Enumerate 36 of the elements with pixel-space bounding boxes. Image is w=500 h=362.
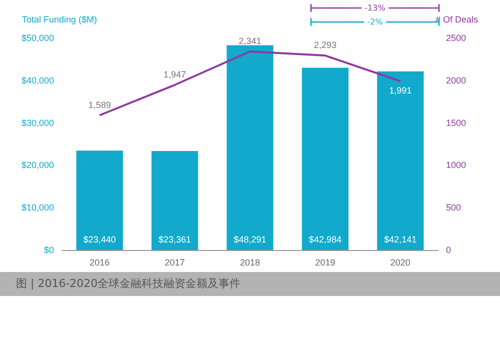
- y2-tick-label: 500: [446, 202, 462, 213]
- data-label: $23,440: [83, 234, 116, 244]
- y-tick-label: $30,000: [21, 118, 54, 128]
- bar: [151, 150, 198, 250]
- data-label: 1,589: [88, 100, 111, 110]
- data-label: $42,984: [308, 234, 342, 244]
- y-tick-label: $0: [44, 245, 54, 255]
- y-tick-label: $10,000: [21, 202, 54, 213]
- data-label: $42,141: [384, 234, 417, 244]
- x-tick-label: 2017: [164, 258, 185, 268]
- y-tick-label: $20,000: [21, 160, 54, 170]
- data-label: $48,291: [234, 234, 266, 244]
- x-tick-label: 2020: [390, 258, 410, 268]
- y-tick-label: $40,000: [21, 75, 54, 86]
- text: -13%: [362, 4, 388, 12]
- text: -2%: [364, 18, 386, 26]
- x-tick-label: 2016: [90, 258, 110, 268]
- y-tick-label: $50,000: [21, 33, 54, 43]
- bar: [226, 45, 274, 250]
- text: 图 | 2016-2020全球金融科技融资金额及事件: [0, 272, 500, 296]
- y2-tick-label: 2500: [446, 33, 466, 43]
- y2-tick-label: 2000: [446, 75, 466, 86]
- y2-tick-label: 0: [446, 245, 452, 255]
- bar: [377, 71, 424, 250]
- data-label: 2,293: [314, 40, 336, 50]
- bar: [302, 68, 349, 250]
- y2-tick-label: 1000: [446, 160, 466, 170]
- data-label: 2,341: [238, 36, 262, 46]
- data-label: 1,947: [164, 69, 186, 80]
- y2-tick-label: 1500: [446, 118, 466, 128]
- x-tick-label: 2018: [240, 258, 260, 268]
- y-axis-title: Total Funding ($M): [22, 14, 98, 24]
- data-label: 1,991: [389, 86, 412, 96]
- x-tick-label: 2019: [315, 258, 336, 268]
- data-label: $23,361: [158, 234, 192, 244]
- bar: [76, 150, 123, 250]
